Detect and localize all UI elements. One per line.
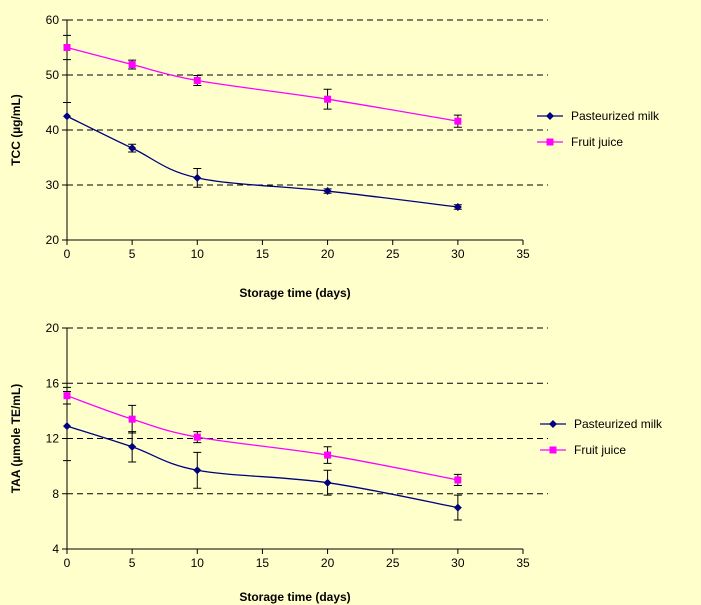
taa-xtick-label-4: 20 [321, 556, 335, 570]
tcc-juice-point-3 [324, 95, 332, 103]
tcc-legend-juice-label: Fruit juice [571, 135, 623, 149]
tcc-ytick-label-1: 30 [46, 178, 60, 192]
taa-juice-line [66, 395, 458, 481]
tcc-milk-point-2 [193, 173, 202, 182]
tcc-xtick-label-5: 25 [386, 247, 400, 261]
taa-milk-line [66, 425, 458, 509]
tcc-juice-line [66, 46, 458, 122]
taa-milk-point-0 [63, 422, 71, 431]
tcc-ytick-label-2: 40 [46, 123, 60, 137]
tcc-milk-point-0 [63, 112, 71, 121]
tcc-xtick-label-7: 35 [516, 247, 530, 261]
tcc-juice-point-0 [63, 44, 71, 51]
taa-xtick-label-0: 0 [64, 556, 71, 570]
taa-legend-milk-marker [549, 420, 557, 428]
taa-ytick-label-0: 4 [52, 542, 59, 556]
taa-xtick-label-3: 15 [256, 556, 270, 570]
taa-ytick-label-3: 16 [46, 376, 60, 390]
taa-ytick-label-2: 12 [46, 432, 60, 446]
taa-juice-point-3 [324, 451, 332, 459]
taa-legend-juice-label: Fruit juice [574, 443, 626, 457]
tcc-juice-point-1 [128, 61, 136, 69]
taa-chart: 4 8 12 16 20 0 5 10 15 20 25 30 35 Storage time (days… [9, 321, 663, 604]
tcc-juice-point-4 [454, 117, 462, 125]
taa-milk-point-3 [323, 478, 332, 487]
tcc-xtick-label-3: 15 [256, 247, 270, 261]
tcc-xtick-label-0: 0 [64, 247, 71, 261]
tcc-juice-point-2 [193, 77, 201, 84]
tcc-ytick-label-4: 60 [46, 13, 60, 27]
taa-ytick-label-1: 8 [52, 487, 59, 501]
tcc-milk-point-4 [453, 203, 462, 211]
tcc-ytick-label-0: 20 [46, 233, 60, 247]
taa-legend-milk-label: Pasteurized milk [574, 417, 663, 431]
tcc-chart: 20 30 40 50 60 0 5 10 15 20 25 30 35 Storage time (da… [9, 13, 660, 300]
tcc-xtick-label-1: 5 [129, 247, 136, 261]
tcc-ytick-label-3: 50 [46, 68, 60, 82]
tcc-x-axis-title: Storage time (days) [239, 286, 350, 300]
tcc-milk-point-3 [323, 187, 332, 196]
tcc-milk-point-1 [128, 144, 137, 153]
taa-legend-juice-marker [549, 446, 557, 454]
taa-juice-point-4 [454, 476, 462, 484]
tcc-xtick-label-6: 30 [451, 247, 465, 261]
taa-milk-point-4 [453, 503, 462, 512]
tcc-milk-line [66, 115, 458, 208]
taa-juice-point-1 [128, 415, 136, 423]
tcc-legend-juice-marker [546, 138, 554, 146]
taa-xtick-label-2: 10 [191, 556, 205, 570]
taa-xtick-label-6: 30 [451, 556, 465, 570]
tcc-legend-milk-label: Pasteurized milk [571, 109, 660, 123]
tcc-xtick-label-2: 10 [191, 247, 205, 261]
taa-xtick-label-5: 25 [386, 556, 400, 570]
taa-xtick-label-7: 35 [516, 556, 530, 570]
taa-milk-point-1 [128, 442, 137, 451]
tcc-xtick-label-4: 20 [321, 247, 335, 261]
taa-y-axis-title: TAA (µmole TE/mL) [9, 384, 23, 494]
taa-xtick-label-1: 5 [129, 556, 136, 570]
taa-x-axis-title: Storage time (days) [239, 590, 350, 604]
taa-juice-point-2 [193, 433, 201, 441]
tcc-legend-milk-marker [546, 112, 554, 120]
taa-ytick-label-4: 20 [46, 321, 60, 335]
taa-milk-point-2 [193, 466, 202, 475]
tcc-y-axis-title: TCC (µg/mL) [9, 94, 23, 166]
taa-juice-point-0 [63, 392, 71, 400]
